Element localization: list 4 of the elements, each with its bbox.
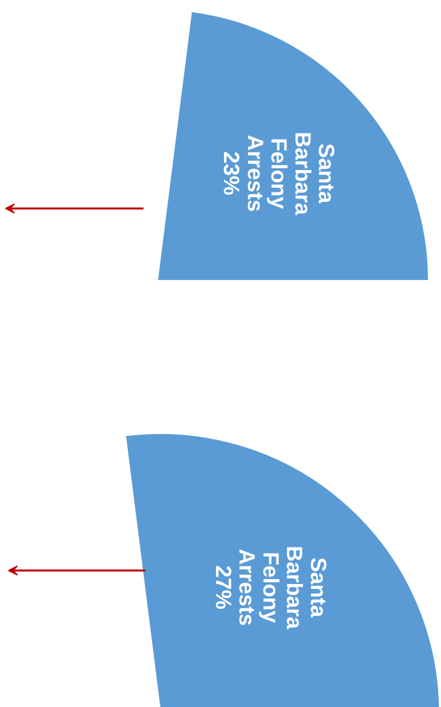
data-label: 23% bbox=[219, 151, 244, 196]
slice-label: Santa Barbara Felony Arrests bbox=[242, 132, 340, 216]
slice-label: Santa Barbara Felony Arrests bbox=[234, 546, 331, 630]
data-label: 27% bbox=[210, 565, 236, 610]
